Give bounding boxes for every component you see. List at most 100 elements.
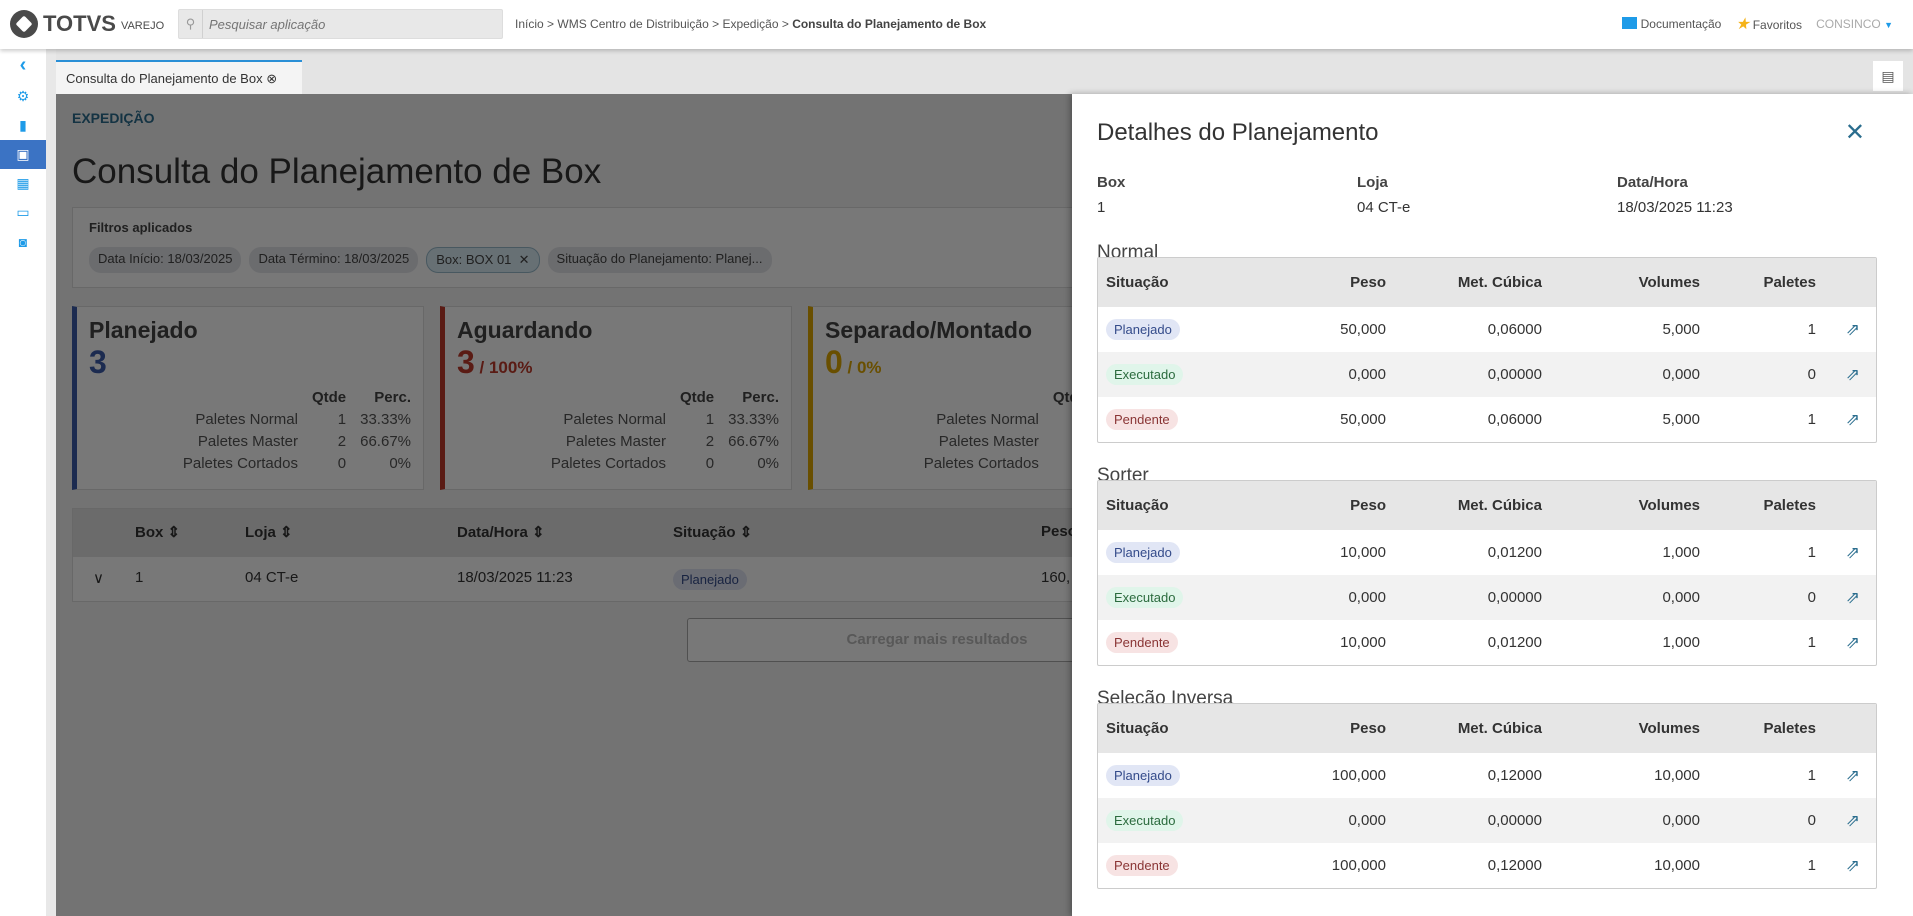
open-details-share-icon[interactable]: ⇗ — [1845, 632, 1860, 652]
search-box: ⚲ — [178, 9, 503, 39]
details-table: Situação Peso Met. Cúbica Volumes Paletes Pla… — [1097, 257, 1877, 443]
breadcrumb-expedicao[interactable]: Expedição — [722, 17, 779, 31]
box-icon[interactable]: ▮ — [19, 117, 27, 133]
filter-chip[interactable]: Situação do Planejamento: Planej... — [547, 247, 772, 273]
truck-icon[interactable]: ▣ — [0, 140, 46, 169]
col-data[interactable]: Data/Hora ⇕ — [457, 524, 545, 541]
open-details-share-icon[interactable]: ⇗ — [1845, 364, 1860, 384]
status-card: Aguardando 3 / 100% Qtde Perc. Paletes Norma… — [440, 306, 792, 490]
documentation-link[interactable]: Documentação — [1621, 17, 1721, 31]
section-label: EXPEDIÇÃO — [72, 110, 155, 126]
details-table: Situação Peso Met. Cúbica Volumes Paletes Pla… — [1097, 703, 1877, 889]
logo-mark-icon — [10, 10, 38, 38]
card-row: Paletes Normal 1 33.33% — [563, 411, 779, 428]
status-badge: Pendente — [1106, 855, 1178, 876]
open-details-share-icon[interactable]: ⇗ — [1845, 409, 1860, 429]
breadcrumb-inicio[interactable]: Início — [515, 17, 544, 31]
breadcrumb: Início > WMS Centro de Distribuição > Ex… — [515, 17, 987, 31]
open-details-share-icon[interactable]: ⇗ — [1845, 765, 1860, 785]
card-count: 3 — [89, 344, 107, 380]
open-details-share-icon[interactable]: ⇗ — [1845, 319, 1860, 339]
totvs-logo[interactable]: TOTVS VAREJO — [10, 10, 164, 38]
table-header: Situação Peso Met. Cúbica Volumes Paletes — [1098, 258, 1876, 307]
status-badge: Planejado — [1106, 765, 1180, 786]
table-header: Situação Peso Met. Cúbica Volumes Paletes — [1098, 704, 1876, 753]
card-row: Paletes Cortados 0 0% — [550, 455, 779, 472]
filter-chip-box[interactable]: Box: BOX 01 ✕ — [426, 247, 540, 273]
details-table: Situação Peso Met. Cúbica Volumes Paletes Pla… — [1097, 480, 1877, 666]
card-count: 3 / 100% — [457, 344, 533, 380]
status-badge: Planejado — [673, 569, 747, 590]
table-row[interactable]: ∨ 1 04 CT-e 18/03/2025 11:23 Planejado 1… — [73, 557, 1171, 602]
table-row: Planejado 50,000 0,06000 5,000 1 ⇗ — [1098, 307, 1876, 352]
table-row: Executado 0,000 0,00000 0,000 0 ⇗ — [1098, 798, 1876, 843]
table-row: Pendente 100,000 0,12000 10,000 1 ⇗ — [1098, 843, 1876, 888]
open-details-share-icon[interactable]: ⇗ — [1845, 587, 1860, 607]
export-excel-icon[interactable]: ▤ — [1873, 61, 1903, 91]
card-row: Paletes Normal 1 33.33% — [195, 411, 411, 428]
close-tab-icon[interactable]: ⊗ — [266, 71, 278, 86]
col-peso[interactable]: Peso — [1041, 523, 1077, 540]
gear-icon[interactable]: ⚙ — [16, 88, 30, 104]
breadcrumb-wms[interactable]: WMS Centro de Distribuição — [557, 17, 709, 31]
status-card: Planejado 3 Qtde Perc. Paletes Normal 1 33.33%… — [72, 306, 424, 490]
card-row: Paletes Master 2 66.67% — [197, 433, 411, 450]
results-table: Box ⇕ Loja ⇕ Data/Hora ⇕ Situação ⇕ Peso… — [72, 508, 1172, 602]
page-title: Consulta do Planejamento de Box — [72, 152, 602, 191]
table-header: Situação Peso Met. Cúbica Volumes Paletes — [1098, 481, 1876, 530]
card-title: Separado/Montado — [825, 317, 1033, 343]
device-icon[interactable]: ◙ — [18, 233, 28, 250]
monitor-icon[interactable]: ▭ — [16, 204, 30, 220]
calendar-icon[interactable]: ▦ — [16, 175, 30, 191]
close-icon[interactable]: ✕ — [1844, 119, 1865, 146]
status-badge: Executado — [1106, 810, 1184, 831]
tab-bar: Consulta do Planejamento de Box ⊗ ▤ — [56, 49, 1913, 94]
collapse-sidebar-chevron-left-icon[interactable]: ‹ — [19, 54, 27, 76]
expand-chevron-down-icon[interactable]: ∨ — [93, 570, 104, 587]
card-table: Qtde Perc. Paletes Normal 1 33.33% Paletes Ma… — [169, 387, 411, 475]
details-panel: Detalhes do Planejamento ✕ Box 1 Loja 04 C… — [1072, 94, 1913, 916]
status-badge: Executado — [1106, 587, 1184, 608]
user-menu[interactable]: CONSINCO ▼ — [1816, 17, 1893, 31]
gutter — [46, 49, 56, 916]
filters-label: Filtros aplicados — [89, 220, 193, 235]
breadcrumb-current: Consulta do Planejamento de Box — [792, 17, 987, 31]
table-row: Pendente 50,000 0,06000 5,000 1 ⇗ — [1098, 397, 1876, 442]
card-title: Aguardando — [457, 317, 593, 343]
table-row: Executado 0,000 0,00000 0,000 0 ⇗ — [1098, 575, 1876, 620]
applied-filters: Filtros aplicados Data Início: 18/03/202… — [72, 207, 1172, 288]
status-badge: Planejado — [1106, 542, 1180, 563]
card-table: Qtde Perc. Paletes Normal 1 33.33% Paletes Ma… — [537, 387, 779, 475]
table-row: Planejado 10,000 0,01200 1,000 1 ⇗ — [1098, 530, 1876, 575]
filter-chip[interactable]: Data Início: 18/03/2025 — [89, 247, 242, 273]
filter-chip[interactable]: Data Término: 18/03/2025 — [249, 247, 419, 273]
card-title: Planejado — [89, 317, 198, 343]
open-details-share-icon[interactable]: ⇗ — [1845, 855, 1860, 875]
search-input[interactable] — [203, 16, 483, 32]
col-situacao[interactable]: Situação ⇕ — [673, 524, 753, 541]
favorites-link[interactable]: ★ Favoritos — [1735, 16, 1803, 33]
sidebar: ‹ ⚙ ▮ ▣ ▦ ▭ ◙ — [0, 49, 46, 916]
remove-filter-icon[interactable]: ✕ — [518, 252, 530, 267]
table-row: Planejado 100,000 0,12000 10,000 1 ⇗ — [1098, 753, 1876, 798]
table-row: Executado 0,000 0,00000 0,000 0 ⇗ — [1098, 352, 1876, 397]
planning-info: Box 1 Loja 04 CT-e Data/Hora 18/03/2025 11:… — [1097, 174, 1733, 216]
status-badge: Pendente — [1106, 409, 1178, 430]
tab-consulta-planejamento[interactable]: Consulta do Planejamento de Box ⊗ — [56, 60, 302, 94]
col-box[interactable]: Box ⇕ — [135, 524, 181, 541]
open-details-share-icon[interactable]: ⇗ — [1845, 542, 1860, 562]
status-badge: Pendente — [1106, 632, 1178, 653]
caret-down-icon: ▼ — [1884, 20, 1893, 30]
col-loja[interactable]: Loja ⇕ — [245, 524, 293, 541]
panel-title: Detalhes do Planejamento — [1097, 119, 1379, 146]
table-row: Pendente 10,000 0,01200 1,000 1 ⇗ — [1098, 620, 1876, 665]
card-row: Paletes Cortados 0 0% — [182, 455, 411, 472]
card-count: 0 / 0% — [825, 344, 882, 380]
card-row: Paletes Master 2 66.67% — [565, 433, 779, 450]
status-badge: Executado — [1106, 364, 1184, 385]
folder-icon — [1621, 17, 1637, 29]
star-icon: ★ — [1735, 16, 1750, 33]
open-details-share-icon[interactable]: ⇗ — [1845, 810, 1860, 830]
table-header: Box ⇕ Loja ⇕ Data/Hora ⇕ Situação ⇕ Peso — [73, 509, 1171, 557]
